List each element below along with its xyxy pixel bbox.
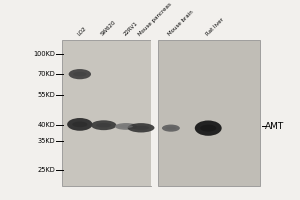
Ellipse shape [115, 123, 137, 130]
Ellipse shape [128, 123, 154, 132]
Text: 55KD: 55KD [37, 92, 55, 98]
Bar [62, 40, 151, 186]
Text: LO2: LO2 [76, 26, 87, 37]
Ellipse shape [91, 120, 116, 130]
Text: Rat liver: Rat liver [205, 17, 224, 37]
Text: Mouse pancreas: Mouse pancreas [137, 1, 173, 37]
Text: 25KD: 25KD [37, 167, 55, 173]
Text: 22RV1: 22RV1 [123, 21, 139, 37]
Bar [151, 40, 158, 186]
Ellipse shape [195, 120, 222, 136]
Ellipse shape [73, 72, 86, 76]
Text: Mouse brain: Mouse brain [167, 9, 195, 37]
Ellipse shape [200, 125, 216, 132]
Ellipse shape [119, 125, 133, 128]
Ellipse shape [162, 125, 180, 132]
Ellipse shape [67, 118, 92, 131]
Ellipse shape [96, 123, 111, 127]
Ellipse shape [72, 122, 87, 127]
Text: SW620: SW620 [100, 19, 118, 37]
Text: 35KD: 35KD [38, 138, 55, 144]
Text: 100KD: 100KD [33, 51, 55, 57]
Text: 70KD: 70KD [37, 71, 55, 77]
Bar [158, 40, 260, 186]
Text: AMT: AMT [265, 122, 284, 131]
Ellipse shape [133, 126, 149, 130]
Ellipse shape [166, 127, 176, 130]
Ellipse shape [69, 69, 91, 79]
Text: 40KD: 40KD [37, 122, 55, 128]
